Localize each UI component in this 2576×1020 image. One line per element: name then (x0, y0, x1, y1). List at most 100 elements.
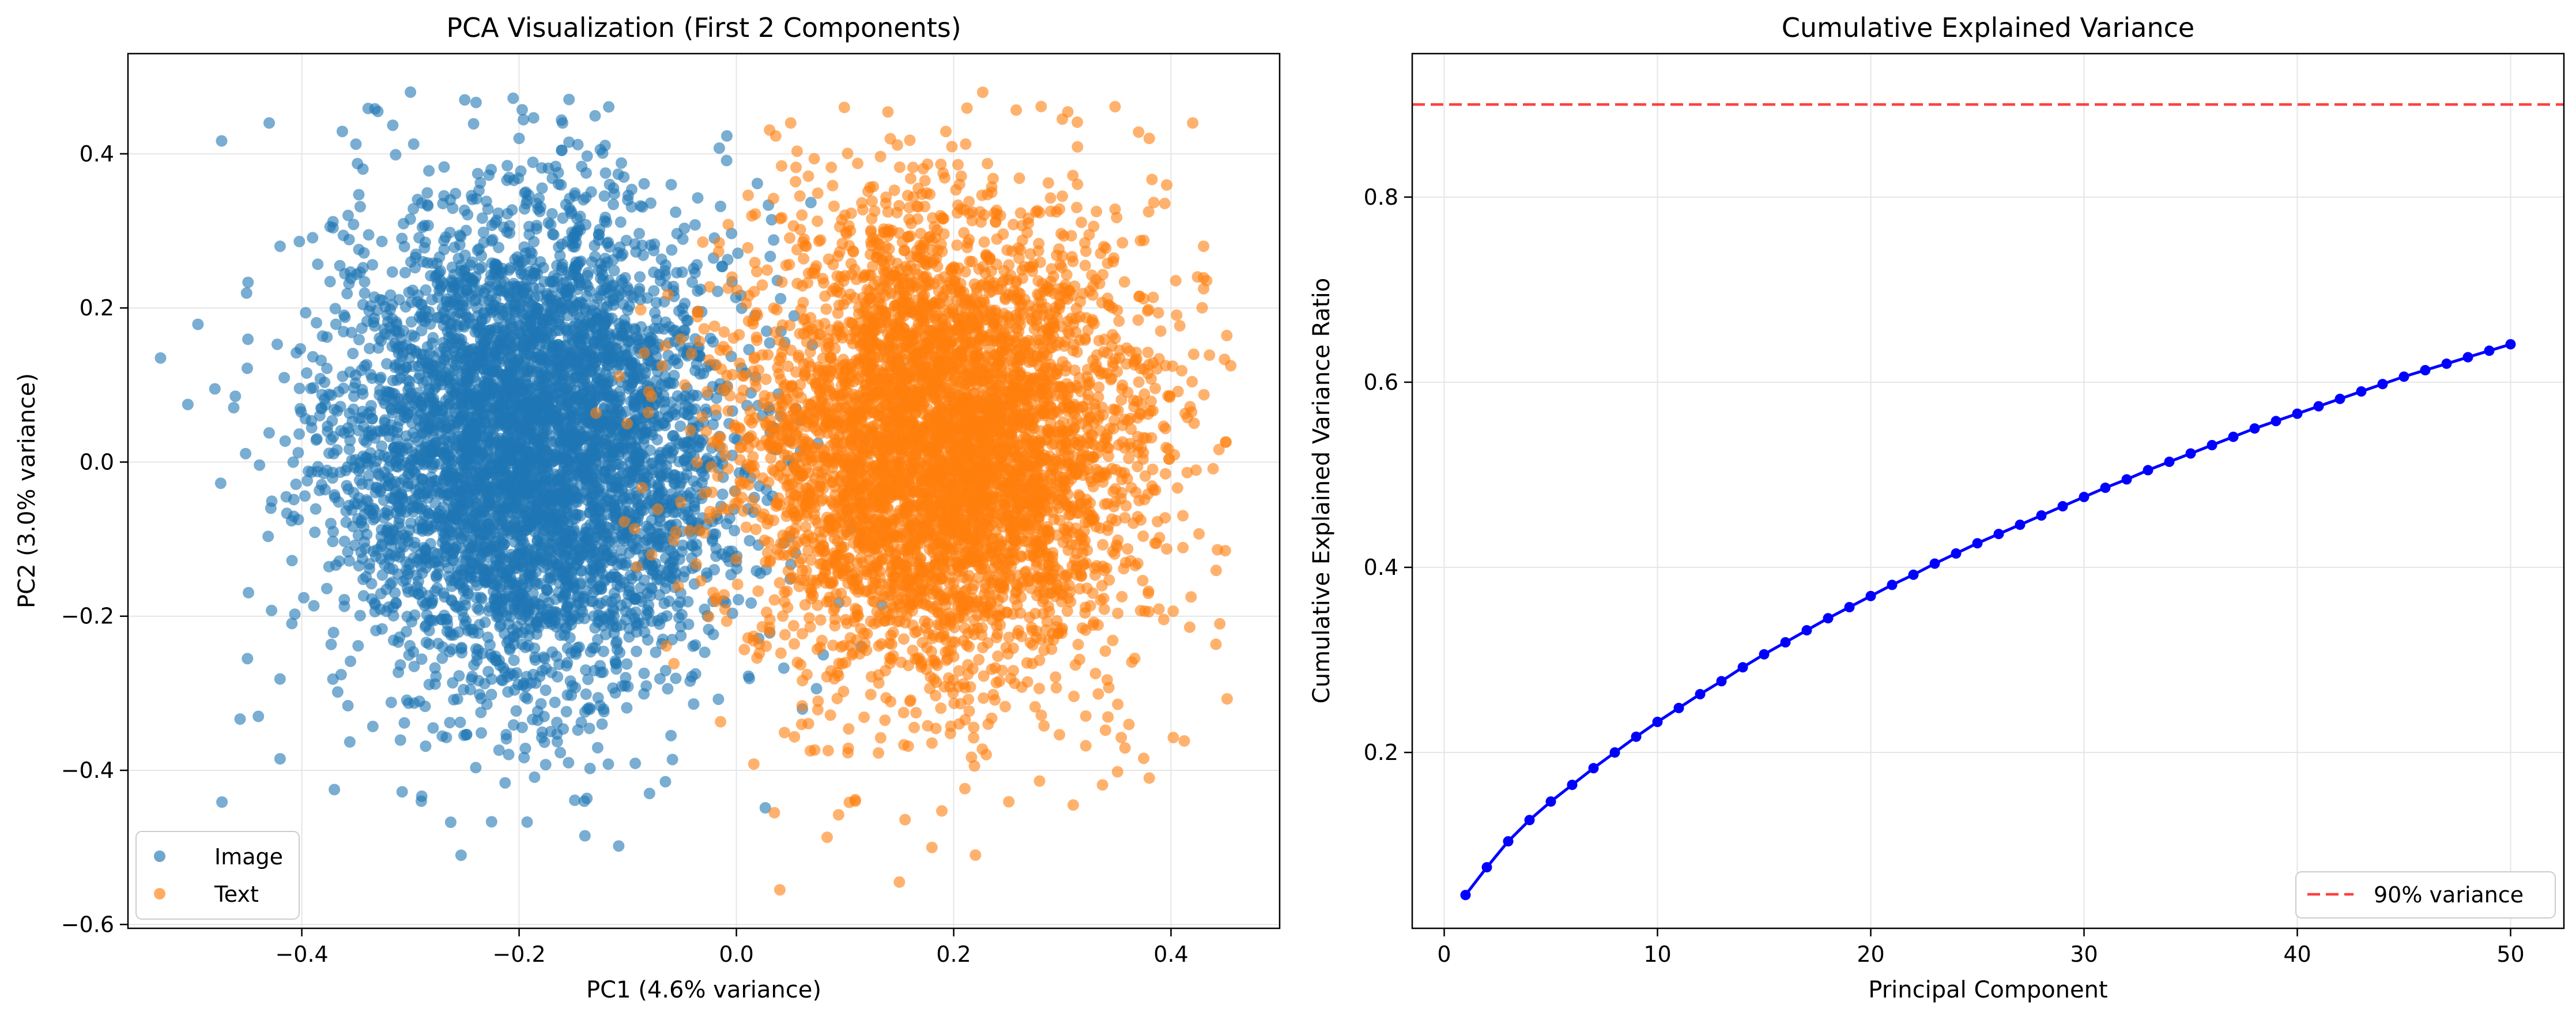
scatter-point-image (409, 251, 421, 264)
scatter-point-image (406, 329, 418, 341)
scatter-point-image (514, 357, 526, 370)
scatter-point-image (618, 314, 631, 326)
scatter-point-image (324, 276, 336, 288)
scatter-point-image (510, 579, 522, 591)
scatter-point-image (376, 235, 388, 247)
scatter-point-image (489, 599, 501, 611)
scatter-point-image (396, 786, 408, 798)
scatter-point-image (444, 717, 456, 729)
scatter-point-image (402, 697, 414, 709)
scatter-point-image (486, 257, 498, 269)
scatter-point-image (572, 332, 584, 344)
scatter-point-image (382, 548, 394, 560)
scatter-point-image (495, 302, 507, 314)
scatter-point-image (584, 501, 597, 513)
scatter-point-image (393, 502, 405, 514)
scatter-point-image (361, 359, 373, 371)
scatter-point-image (535, 162, 548, 174)
scatter-point-image (685, 539, 697, 551)
scatter-point-image (586, 256, 598, 268)
scatter-point-image (293, 428, 306, 440)
scatter-point-image (659, 776, 672, 788)
scatter-point-image (350, 369, 362, 381)
scatter-point-image (685, 515, 697, 527)
scatter-point-image (579, 612, 591, 624)
scatter-point-image (471, 602, 483, 614)
scatter-point-image (562, 289, 574, 301)
scatter-point-image (353, 334, 365, 345)
scatter-point-image (421, 187, 433, 199)
scatter-point-image (412, 194, 424, 205)
scatter-point-image (639, 374, 651, 386)
scatter-point-image (601, 595, 612, 607)
scatter-point-image (721, 130, 733, 142)
scatter-point-image (450, 350, 462, 362)
scatter-point-image (394, 364, 406, 376)
scatter-point-image (495, 397, 507, 409)
scatter-point-image (484, 529, 496, 541)
scatter-point-image (670, 206, 682, 218)
scatter-point-image (263, 427, 275, 439)
scatter-point-image (402, 468, 414, 480)
scatter-point-image (495, 381, 507, 393)
scatter-point-image (563, 93, 575, 106)
scatter-point-image (376, 440, 388, 452)
scatter-point-image (476, 727, 487, 739)
scatter-point-image (566, 680, 578, 692)
scatter-point-image (364, 447, 376, 459)
scatter-point-image (344, 443, 355, 456)
pca-scatter-panel: −0.4 −0.2 0.0 0.2 0.4 −0.6−0.4−0.20.00.20.4 … (14, 12, 1281, 1003)
scatter-point-image (486, 458, 498, 471)
scatter-point-image (497, 675, 509, 687)
scatter-point-image (389, 441, 401, 453)
scatter-point-image (360, 436, 372, 448)
scatter-point-image (322, 426, 334, 438)
scatter-point-image (443, 570, 455, 582)
scatter-point-image (676, 609, 688, 621)
scatter-point-image (498, 329, 510, 341)
scatter-point-image (592, 523, 604, 535)
scatter-point-image (721, 155, 733, 167)
scatter-point-image (545, 725, 557, 737)
scatter-point-image (353, 560, 365, 572)
scatter-point-image (389, 487, 401, 499)
scatter-point-image (438, 473, 450, 485)
scatter-point-image (665, 729, 677, 742)
scatter-point-image (457, 300, 469, 312)
scatter-point-image (310, 434, 322, 446)
scatter-point-image (545, 329, 557, 341)
scatter-point-image (583, 702, 595, 714)
scatter-point-image (564, 632, 576, 644)
scatter-point-image (764, 250, 776, 262)
scatter-point-image (419, 236, 431, 249)
scatter-point-image (285, 515, 297, 527)
scatter-point-image (442, 618, 454, 630)
scatter-point-image (473, 675, 485, 687)
scatter-point-image (482, 545, 494, 558)
scatter-point-image (567, 441, 579, 453)
scatter-point-image (515, 165, 527, 177)
scatter-point-image (649, 307, 661, 319)
scatter-point-image (537, 378, 549, 390)
scatter-point-image (555, 747, 567, 759)
scatter-point-image (453, 578, 465, 590)
scatter-point-image (341, 480, 353, 492)
scatter-point-image (347, 348, 359, 360)
scatter-point-image (443, 526, 455, 537)
scatter-point-image (671, 267, 683, 278)
scatter-point-image (485, 688, 497, 701)
scatter-point-image (745, 597, 757, 609)
scatter-point-image (448, 269, 460, 281)
scatter-point-image (393, 293, 405, 306)
scatter-point-image (614, 216, 627, 228)
scatter-point-image (331, 686, 344, 698)
scatter-point-image (365, 424, 377, 436)
scatter-point-image (393, 327, 405, 338)
scatter-point-image (336, 126, 348, 137)
scatter-point-image (444, 194, 457, 206)
scatter-point-image (585, 541, 597, 554)
scatter-point-image (448, 374, 460, 386)
scatter-point-image (580, 688, 592, 700)
scatter-point-image (494, 581, 506, 593)
scatter-point-image (403, 649, 415, 661)
